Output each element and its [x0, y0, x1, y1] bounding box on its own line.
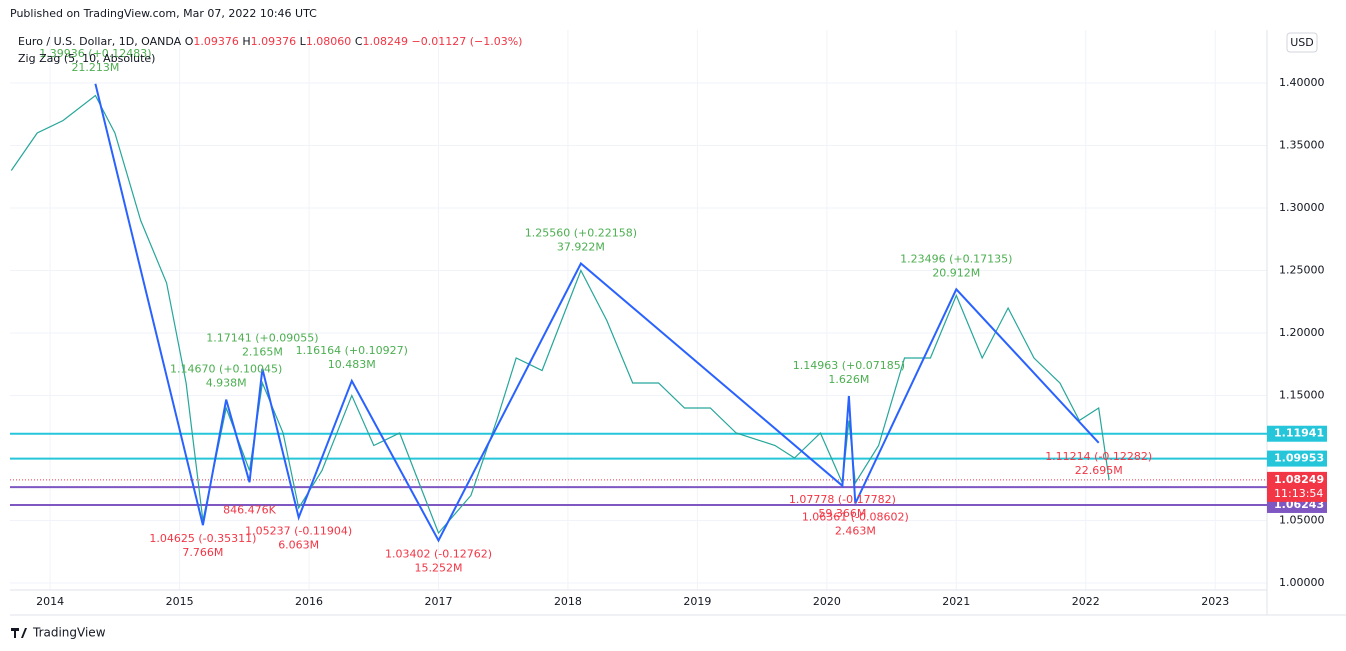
ohlc-key: C: [355, 35, 363, 48]
x-tick-label: 2018: [554, 595, 582, 608]
y-tick-label: 1.25000: [1279, 264, 1325, 277]
pivot-volume: 37.922M: [557, 241, 605, 254]
countdown-label: 11:13:54: [1274, 487, 1323, 500]
legend-indicator: Zig Zag (5, 10, Absolute): [18, 52, 155, 65]
x-tick-label: 2019: [683, 595, 711, 608]
ohlc-key: H: [242, 35, 250, 48]
y-tick-label: 1.35000: [1279, 139, 1325, 152]
pivot-label: 1.03402 (-0.12762): [385, 547, 492, 560]
x-tick-label: 2020: [813, 595, 841, 608]
x-tick-label: 2021: [942, 595, 970, 608]
pivot-label: 1.11214 (-0.12282): [1045, 450, 1152, 463]
pivot-volume: 7.766M: [182, 546, 223, 559]
pivot-label: 1.16164 (+0.10927): [296, 344, 408, 357]
brand-logo: [11, 628, 27, 638]
change: −0.01127 (−1.03%): [412, 35, 523, 48]
pivot-volume: 20.912M: [932, 266, 980, 279]
x-tick-label: 2014: [36, 595, 64, 608]
pivot-label: 1.39936 (+0.12483): [39, 47, 151, 60]
legend-main: Euro / U.S. Dollar, 1D, OANDA O1.09376 H…: [18, 35, 522, 48]
ohlc-key: L: [300, 35, 307, 48]
x-tick-label: 2023: [1201, 595, 1229, 608]
pivot-volume: 2.165M: [242, 346, 283, 359]
y-tick-label: 1.15000: [1279, 389, 1325, 402]
level-tag: [1267, 425, 1327, 442]
pivot-label: 1.25560 (+0.22158): [525, 227, 637, 240]
y-tick-label: 1.00000: [1279, 576, 1325, 589]
published-note: Published on TradingView.com, Mar 07, 20…: [10, 7, 317, 20]
pivot-label: 1.06361 (-0.08602): [802, 510, 909, 523]
pivot-volume: 2.463M: [835, 524, 876, 537]
currency-label[interactable]: USD: [1290, 36, 1314, 49]
pivot-label: 1.07778 (-0.17782): [789, 493, 896, 506]
pivot-volume: 10.483M: [328, 358, 376, 371]
ohlc-value: 1.08060: [306, 35, 352, 48]
pivot-label: 1.14670 (+0.10045): [170, 363, 282, 376]
pivot-volume: 15.252M: [415, 561, 463, 574]
brand-name: TradingView: [32, 626, 106, 640]
pivot-label: 1.23496 (+0.17135): [900, 252, 1012, 265]
pivot-label: 1.05237 (-0.11904): [245, 525, 352, 538]
ohlc-value: 1.08249: [363, 35, 409, 48]
level-tag: [1267, 450, 1327, 467]
x-tick-label: 2016: [295, 595, 323, 608]
pivot-label: 1.04625 (-0.35311): [149, 532, 256, 545]
x-tick-label: 2015: [166, 595, 194, 608]
last-price-label: 1.08249: [1274, 473, 1324, 486]
pivot-volume: 1.626M: [828, 373, 869, 386]
pivot-label: 1.17141 (+0.09055): [206, 332, 318, 345]
pivot-volume: 6.063M: [278, 539, 319, 552]
ohlc-key: O: [185, 35, 194, 48]
ohlc-value: 1.09376: [251, 35, 297, 48]
pivot-label: 1.14963 (+0.07185): [793, 359, 905, 372]
pivot-volume: 846.476K: [223, 503, 276, 516]
level-label: 1.11941: [1274, 427, 1324, 440]
currency-button[interactable]: [1286, 32, 1318, 53]
pivot-volume: 22.695M: [1075, 464, 1123, 477]
zigzag-line: [94, 83, 1100, 543]
x-tick-label: 2017: [424, 595, 452, 608]
ohlc-value: 1.09376: [193, 35, 239, 48]
pivot-volume: 4.938M: [206, 377, 247, 390]
y-tick-label: 1.05000: [1279, 514, 1325, 527]
y-tick-label: 1.40000: [1279, 76, 1325, 89]
y-tick-label: 1.30000: [1279, 201, 1325, 214]
pivot-volume: 59.366M: [818, 507, 866, 520]
pivot-volume: 21.213M: [71, 61, 119, 74]
legend-symbol: Euro / U.S. Dollar, 1D, OANDA: [18, 35, 182, 48]
level-label: 1.09953: [1274, 452, 1324, 465]
x-tick-label: 2022: [1072, 595, 1100, 608]
price-line: [10, 94, 1110, 535]
y-tick-label: 1.20000: [1279, 326, 1325, 339]
last-price-tag: [1267, 471, 1327, 502]
